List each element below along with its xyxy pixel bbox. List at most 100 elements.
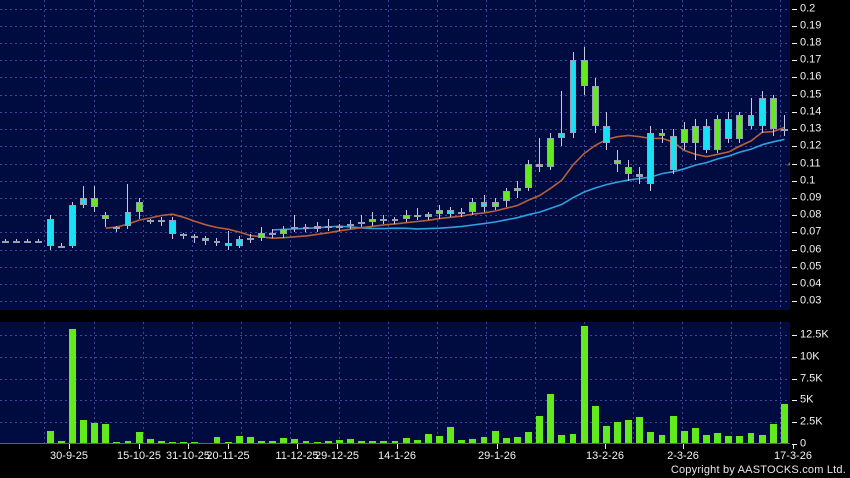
price-gridline bbox=[0, 198, 790, 199]
volume-bar bbox=[614, 422, 621, 444]
price-gridline bbox=[0, 232, 790, 233]
candlestick bbox=[703, 0, 710, 310]
volume-gridline bbox=[0, 335, 790, 336]
candlestick bbox=[736, 0, 744, 310]
volume-bar bbox=[536, 416, 544, 444]
volume-vertical-gridline bbox=[437, 322, 438, 444]
price-axis-tick bbox=[792, 164, 797, 165]
volume-bar bbox=[591, 405, 599, 444]
candlestick bbox=[146, 0, 154, 310]
candlestick bbox=[335, 0, 343, 310]
price-axis-tick bbox=[792, 129, 797, 130]
candle-body bbox=[669, 136, 677, 171]
candle-body bbox=[580, 60, 588, 87]
buy-arrow-marker[interactable] bbox=[787, 149, 790, 191]
candle-body bbox=[157, 220, 165, 223]
price-axis-tick bbox=[792, 232, 797, 233]
date-axis-label: 29-12-25 bbox=[314, 450, 360, 462]
date-axis-label: 13-2-26 bbox=[586, 450, 624, 462]
price-axis-label: 0.16 bbox=[800, 70, 822, 83]
volume-bar bbox=[547, 394, 555, 444]
candle-body bbox=[258, 232, 265, 238]
candle-wick bbox=[327, 218, 329, 231]
volume-bar bbox=[658, 435, 666, 444]
date-axis-tick bbox=[188, 444, 189, 449]
candle-body bbox=[369, 218, 377, 223]
price-vertical-gridline bbox=[339, 0, 340, 310]
price-vertical-gridline bbox=[535, 0, 536, 310]
volume-baseline bbox=[0, 443, 790, 444]
candlestick bbox=[469, 0, 477, 310]
volume-bar bbox=[491, 431, 499, 444]
date-axis-tick bbox=[297, 444, 298, 449]
date-axis-label: 20-11-25 bbox=[206, 450, 250, 462]
candlestick bbox=[324, 0, 332, 310]
volume-bar bbox=[647, 431, 655, 444]
candle-body bbox=[57, 246, 65, 249]
candle-body bbox=[269, 232, 277, 235]
price-axis-label: 0.07 bbox=[800, 225, 822, 238]
candle-body bbox=[513, 187, 521, 192]
price-axis-tick bbox=[792, 77, 797, 78]
candle-wick bbox=[27, 239, 29, 243]
candlestick bbox=[502, 0, 510, 310]
price-chart-panel[interactable] bbox=[0, 0, 790, 310]
price-axis-tick bbox=[792, 26, 797, 27]
candlestick bbox=[491, 0, 499, 310]
candlestick bbox=[180, 0, 188, 310]
volume-bar bbox=[758, 434, 766, 444]
candlestick bbox=[525, 0, 532, 310]
candle-body bbox=[558, 132, 566, 138]
candle-body bbox=[124, 211, 132, 226]
volume-bar bbox=[224, 441, 232, 444]
volume-bar bbox=[113, 441, 121, 444]
candle-body bbox=[691, 125, 699, 143]
volume-bar bbox=[369, 441, 377, 444]
candlestick bbox=[302, 0, 310, 310]
candlestick bbox=[202, 0, 210, 310]
candlestick bbox=[291, 0, 299, 310]
price-vertical-gridline bbox=[192, 0, 193, 310]
candle-wick bbox=[105, 211, 107, 228]
candlestick bbox=[536, 0, 544, 310]
candlestick bbox=[57, 0, 65, 310]
price-vertical-gridline bbox=[44, 0, 45, 310]
volume-bar bbox=[324, 441, 332, 444]
volume-bar bbox=[569, 433, 577, 444]
candlestick bbox=[591, 0, 599, 310]
candle-body bbox=[224, 242, 232, 247]
candle-wick bbox=[750, 98, 752, 130]
candle-body bbox=[424, 213, 432, 217]
candle-body bbox=[602, 125, 610, 143]
volume-bar bbox=[235, 436, 243, 444]
volume-bar bbox=[57, 441, 65, 444]
price-axis-tick bbox=[792, 215, 797, 216]
price-axis-label: 0.05 bbox=[800, 260, 822, 273]
candle-wick bbox=[361, 215, 363, 228]
candle-body bbox=[458, 211, 466, 214]
candle-body bbox=[324, 225, 332, 228]
candlestick bbox=[691, 0, 699, 310]
volume-bar bbox=[769, 423, 777, 444]
volume-bar bbox=[280, 438, 288, 444]
volume-vertical-gridline bbox=[143, 322, 144, 444]
volume-bar bbox=[691, 428, 699, 444]
candlestick bbox=[280, 0, 288, 310]
price-vertical-gridline bbox=[486, 0, 487, 310]
volume-chart-panel[interactable] bbox=[0, 322, 790, 444]
candlestick bbox=[235, 0, 243, 310]
price-gridline bbox=[0, 43, 790, 44]
candle-body bbox=[491, 201, 499, 207]
volume-bar bbox=[680, 430, 688, 444]
volume-vertical-gridline bbox=[535, 322, 536, 444]
volume-bar bbox=[725, 436, 733, 444]
volume-vertical-gridline bbox=[780, 322, 781, 444]
price-axis-tick bbox=[792, 181, 797, 182]
volume-bar bbox=[580, 326, 588, 444]
price-axis-label: 0.1 bbox=[800, 174, 816, 187]
candle-body bbox=[413, 215, 421, 218]
volume-vertical-gridline bbox=[339, 322, 340, 444]
volume-bar bbox=[258, 440, 265, 444]
date-axis: 30-9-25 15-10-25 31-10-25 20-11-25 11-12-25 2… bbox=[0, 444, 812, 478]
